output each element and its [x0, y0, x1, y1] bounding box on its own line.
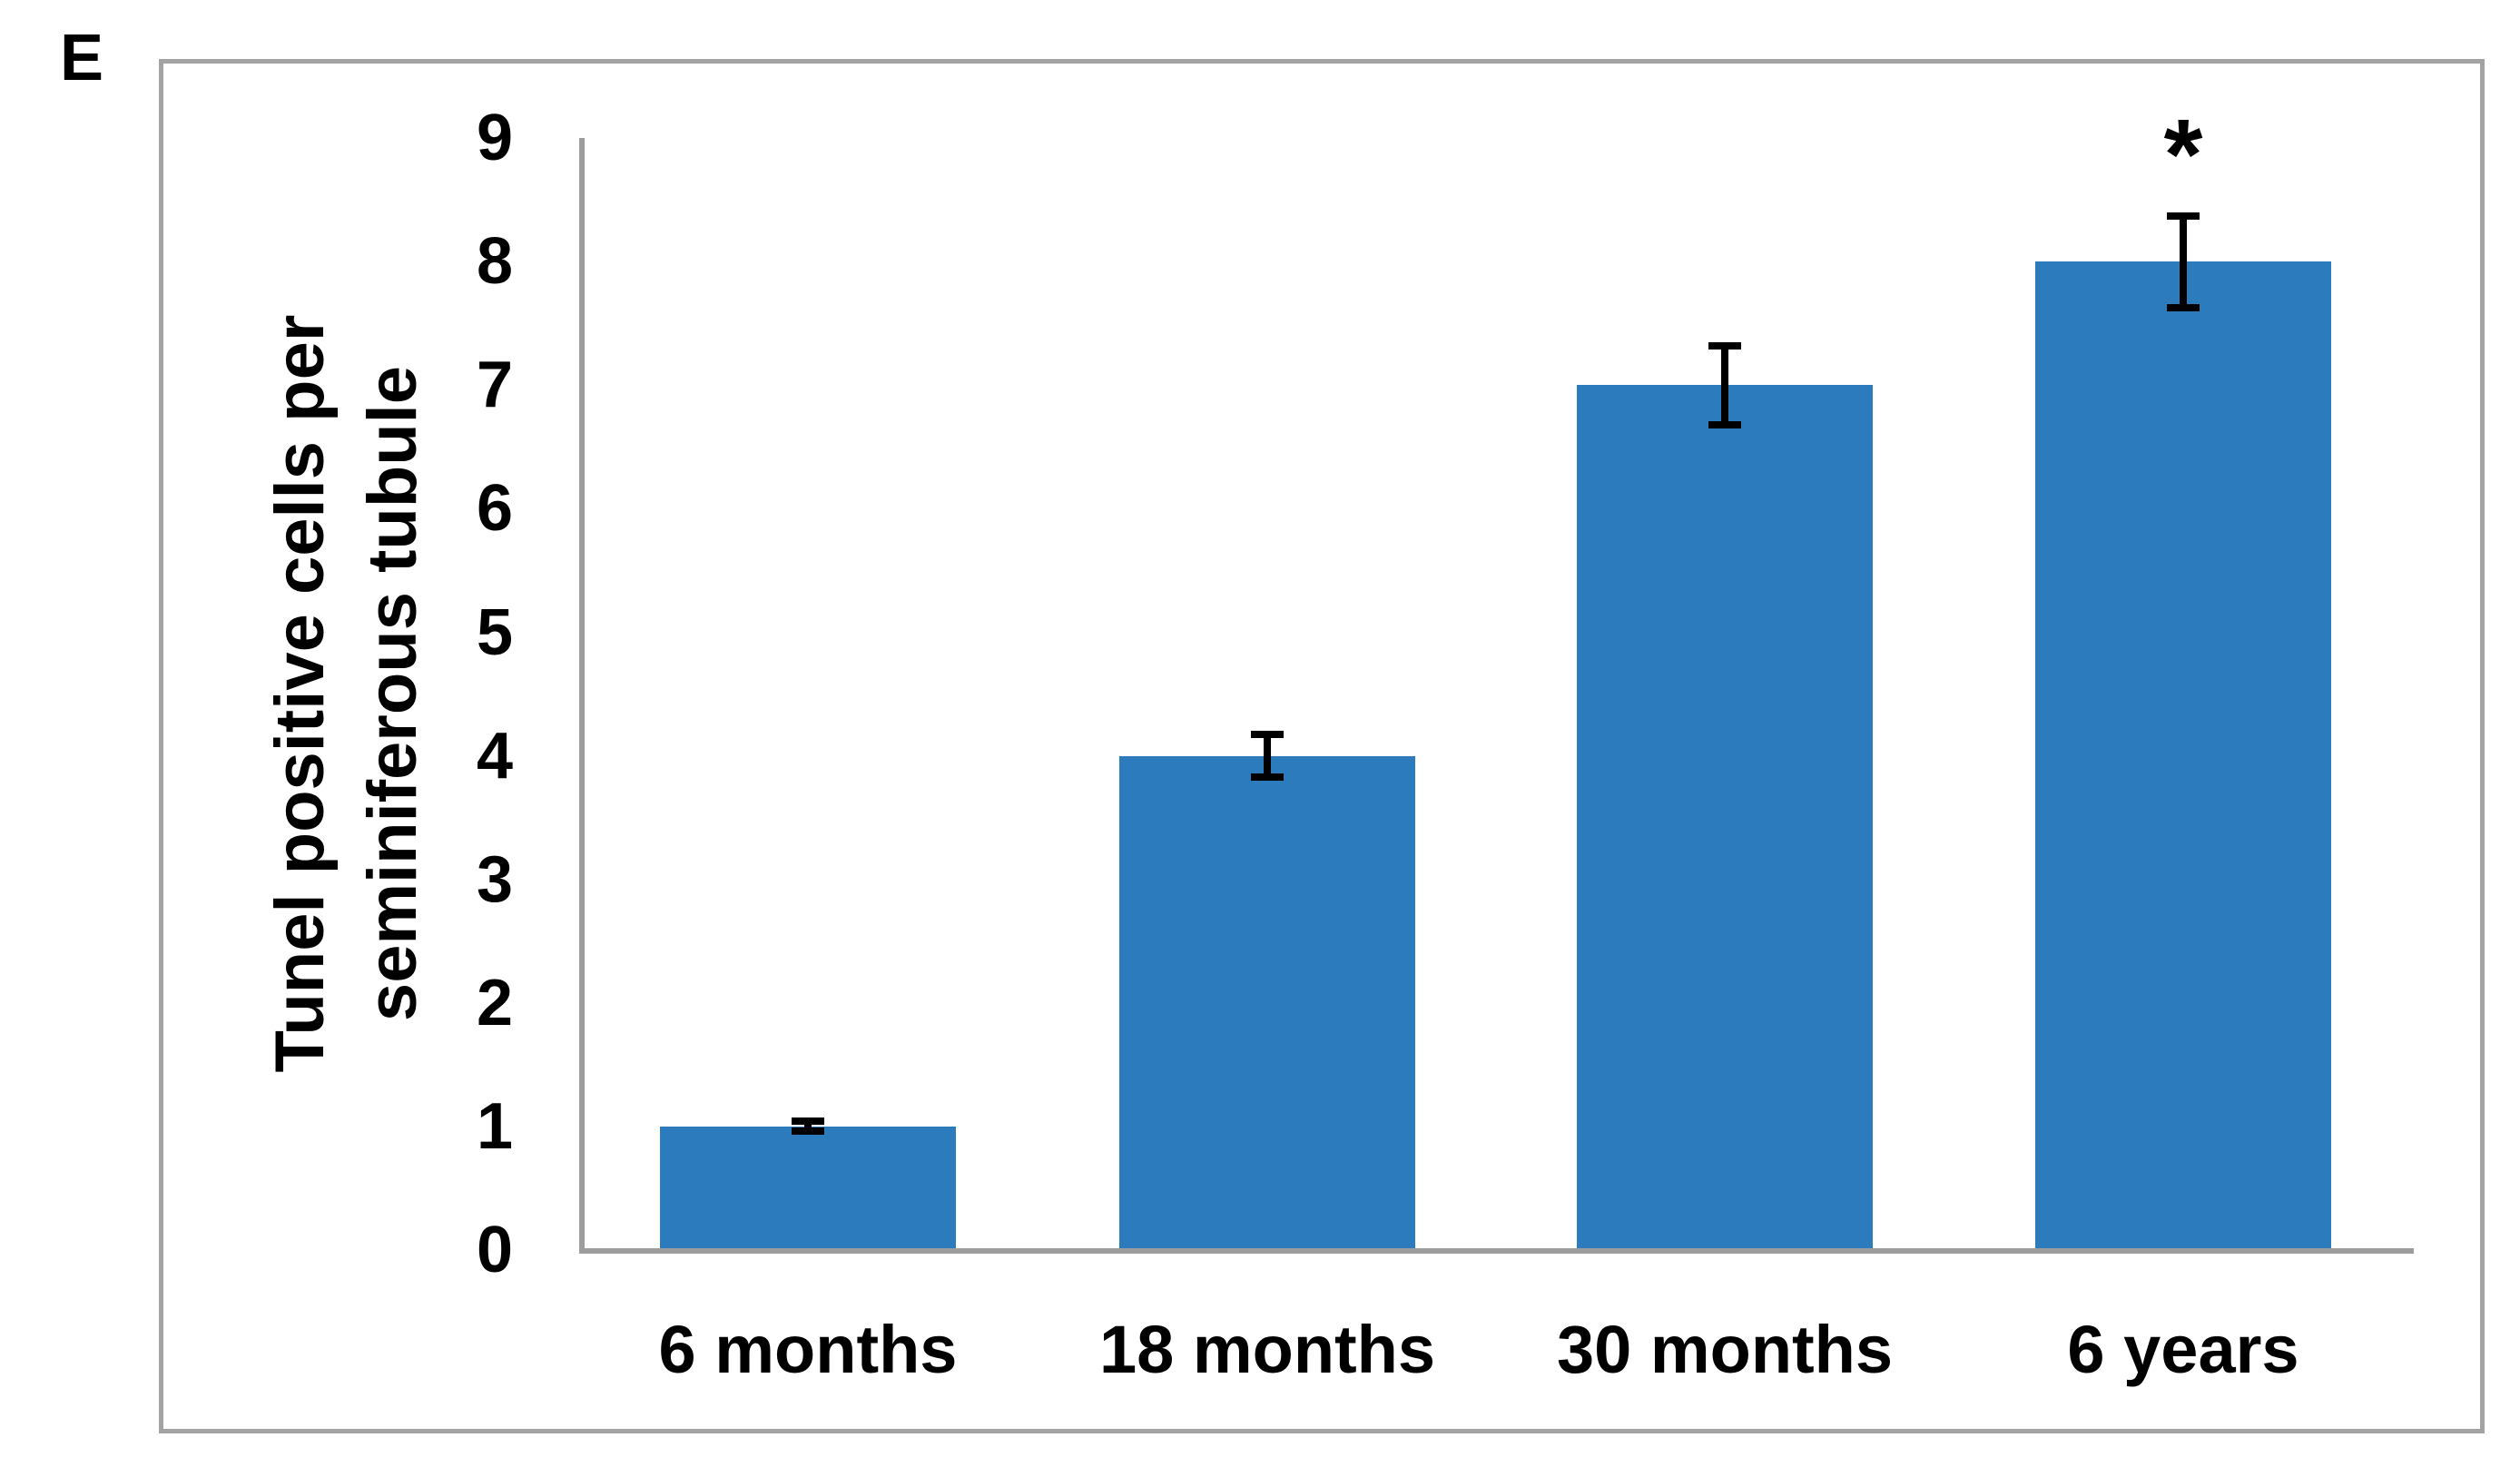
- y-tick-label: 2: [476, 966, 513, 1039]
- error-bar-cap-bottom: [1708, 420, 1741, 428]
- bar-18-months: [1119, 755, 1415, 1250]
- error-bar-vline: [2180, 212, 2187, 311]
- x-category-label: 6 years: [2067, 1312, 2299, 1387]
- error-bar-cap-bottom: [1251, 773, 1284, 781]
- y-tick-label: 5: [476, 596, 513, 669]
- error-bar-6-years: [2167, 212, 2200, 311]
- error-bar-30-months: [1708, 341, 1741, 428]
- x-category-label: 6 months: [658, 1312, 958, 1387]
- x-axis-line: [579, 1248, 2414, 1254]
- bar-30-months: [1577, 385, 1873, 1250]
- significance-asterisk: *: [2163, 98, 2203, 211]
- error-bar-cap-bottom: [792, 1127, 824, 1136]
- x-category-label: 30 months: [1556, 1312, 1894, 1387]
- y-tick-label: 4: [476, 719, 513, 793]
- y-tick-label: 9: [476, 102, 513, 175]
- y-axis-line: [579, 138, 585, 1254]
- error-bar-vline: [1264, 731, 1271, 781]
- error-bar-vline: [804, 1117, 812, 1136]
- error-bar-6-months: [792, 1117, 824, 1136]
- y-tick-label: 6: [476, 472, 513, 546]
- y-tick-label: 7: [476, 349, 513, 422]
- bar-6-months: [660, 1126, 956, 1250]
- x-category-label: 18 months: [1098, 1312, 1436, 1387]
- y-tick-label: 8: [476, 225, 513, 299]
- error-bar-18-months: [1251, 731, 1284, 781]
- bar-6-years: [2035, 261, 2331, 1250]
- panel-label: E: [60, 22, 104, 94]
- y-tick-label: 0: [476, 1214, 513, 1286]
- y-tick-label: 3: [476, 842, 513, 916]
- y-tick-label: 1: [476, 1089, 513, 1163]
- error-bar-vline: [1721, 341, 1728, 428]
- error-bar-cap-bottom: [2167, 303, 2200, 311]
